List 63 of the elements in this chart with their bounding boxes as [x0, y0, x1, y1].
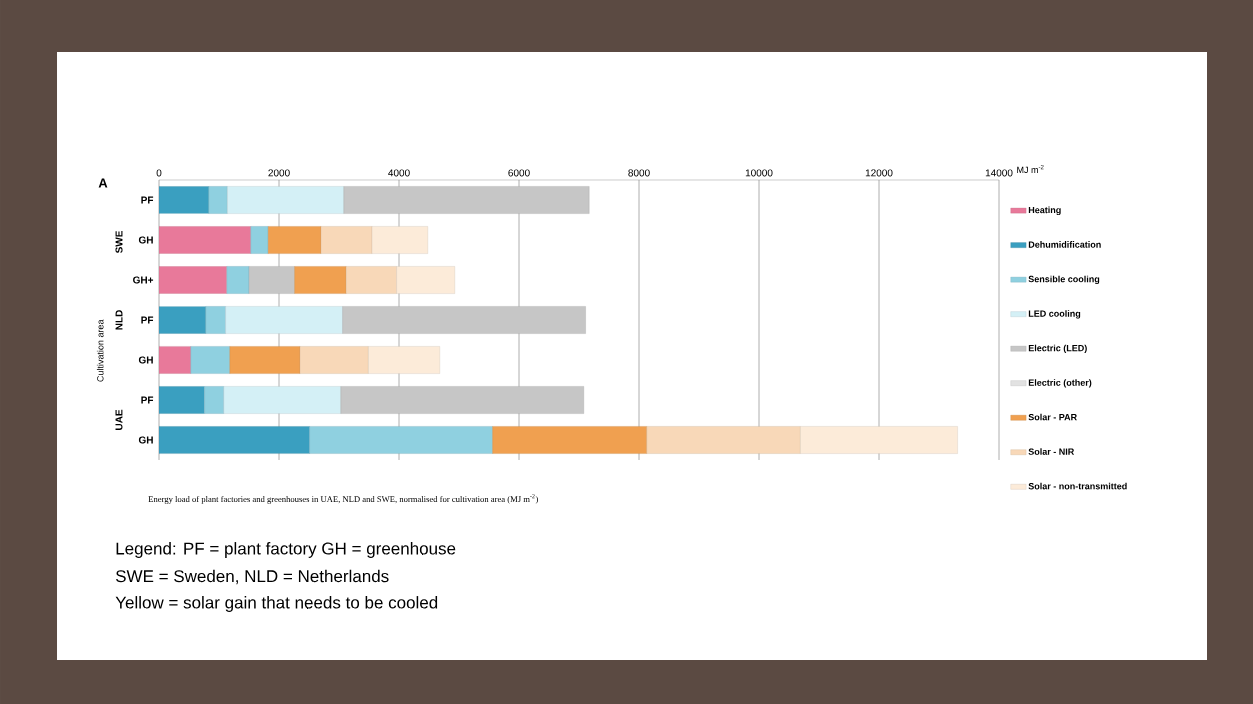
- bar: [159, 386, 205, 414]
- legend-label: Dehumidification: [1028, 241, 1101, 248]
- legend-label: Electric (other): [1028, 379, 1092, 388]
- x-axis-title: MJ m$^{-2}$: [1017, 164, 1044, 174]
- legend-label: Solar - non-transmitted: [1028, 482, 1127, 490]
- bar: [204, 386, 224, 414]
- bar: [159, 306, 206, 334]
- bar: [159, 186, 209, 214]
- bar: [248, 266, 295, 294]
- text: Energy load of plant factories and greenhouses in UAE, NLD and SWE, normalised for cultivation area (MJ m$^{-2}$): [148, 494, 538, 504]
- y-tick-label: PF: [141, 196, 154, 204]
- bar: [223, 386, 341, 414]
- bar: [299, 346, 369, 374]
- bar: [227, 186, 344, 214]
- x-tick-label: 10000: [745, 169, 773, 177]
- text: UAE: [115, 409, 123, 430]
- bar: [268, 226, 322, 254]
- y-tick-label: GH: [138, 236, 153, 244]
- bar: [368, 346, 440, 374]
- x-tick-label: 0: [156, 169, 162, 177]
- bar: [371, 226, 428, 254]
- bar: [800, 426, 958, 454]
- legend-label: Solar - PAR: [1028, 413, 1077, 421]
- bar: [343, 186, 590, 214]
- text: Legend: PF = plant factory GH = greenhouse: [116, 542, 456, 558]
- y-tick-label: PF: [141, 396, 154, 404]
- bar: [320, 226, 373, 254]
- legend-label: LED cooling: [1028, 310, 1081, 319]
- legend-label: Sensible cooling: [1028, 275, 1100, 285]
- text: SWE = Sweden, NLD = Netherlands: [115, 569, 389, 585]
- bar: [340, 386, 584, 414]
- y-tick-label: PF: [141, 316, 154, 324]
- bar: [646, 426, 801, 454]
- bar: [205, 306, 226, 334]
- bar: [294, 266, 347, 294]
- bar: [226, 266, 250, 294]
- bar: [229, 346, 301, 374]
- x-tick-label: 8000: [628, 169, 650, 177]
- bar: [396, 266, 455, 294]
- x-tick-label: 14000: [985, 169, 1013, 177]
- bar: [225, 306, 343, 334]
- text: Yellow = solar gain that needs to be cooled: [115, 596, 438, 612]
- x-tick-label: 6000: [508, 169, 530, 177]
- legend-label: Heating: [1028, 206, 1061, 216]
- text: SWE: [115, 230, 123, 254]
- text: NLD: [115, 310, 123, 330]
- legend-label: Electric (LED): [1028, 344, 1087, 354]
- bar: [190, 346, 230, 374]
- x-tick-label: 12000: [865, 169, 893, 177]
- legend-label: Solar - NIR: [1028, 448, 1075, 455]
- bar: [342, 306, 586, 334]
- y-axis-title: Cultivation area: [96, 319, 104, 382]
- y-tick-label: GH: [138, 356, 153, 364]
- x-tick-label: 4000: [388, 169, 410, 177]
- bar: [309, 426, 493, 454]
- bar: [492, 426, 647, 454]
- bar: [208, 186, 228, 214]
- bar: [346, 266, 397, 294]
- y-tick-label: GH: [138, 436, 153, 444]
- x-tick-label: 2000: [268, 169, 290, 177]
- text: A: [98, 178, 108, 188]
- y-tick-label: GH+: [133, 276, 154, 284]
- bar: [250, 226, 269, 254]
